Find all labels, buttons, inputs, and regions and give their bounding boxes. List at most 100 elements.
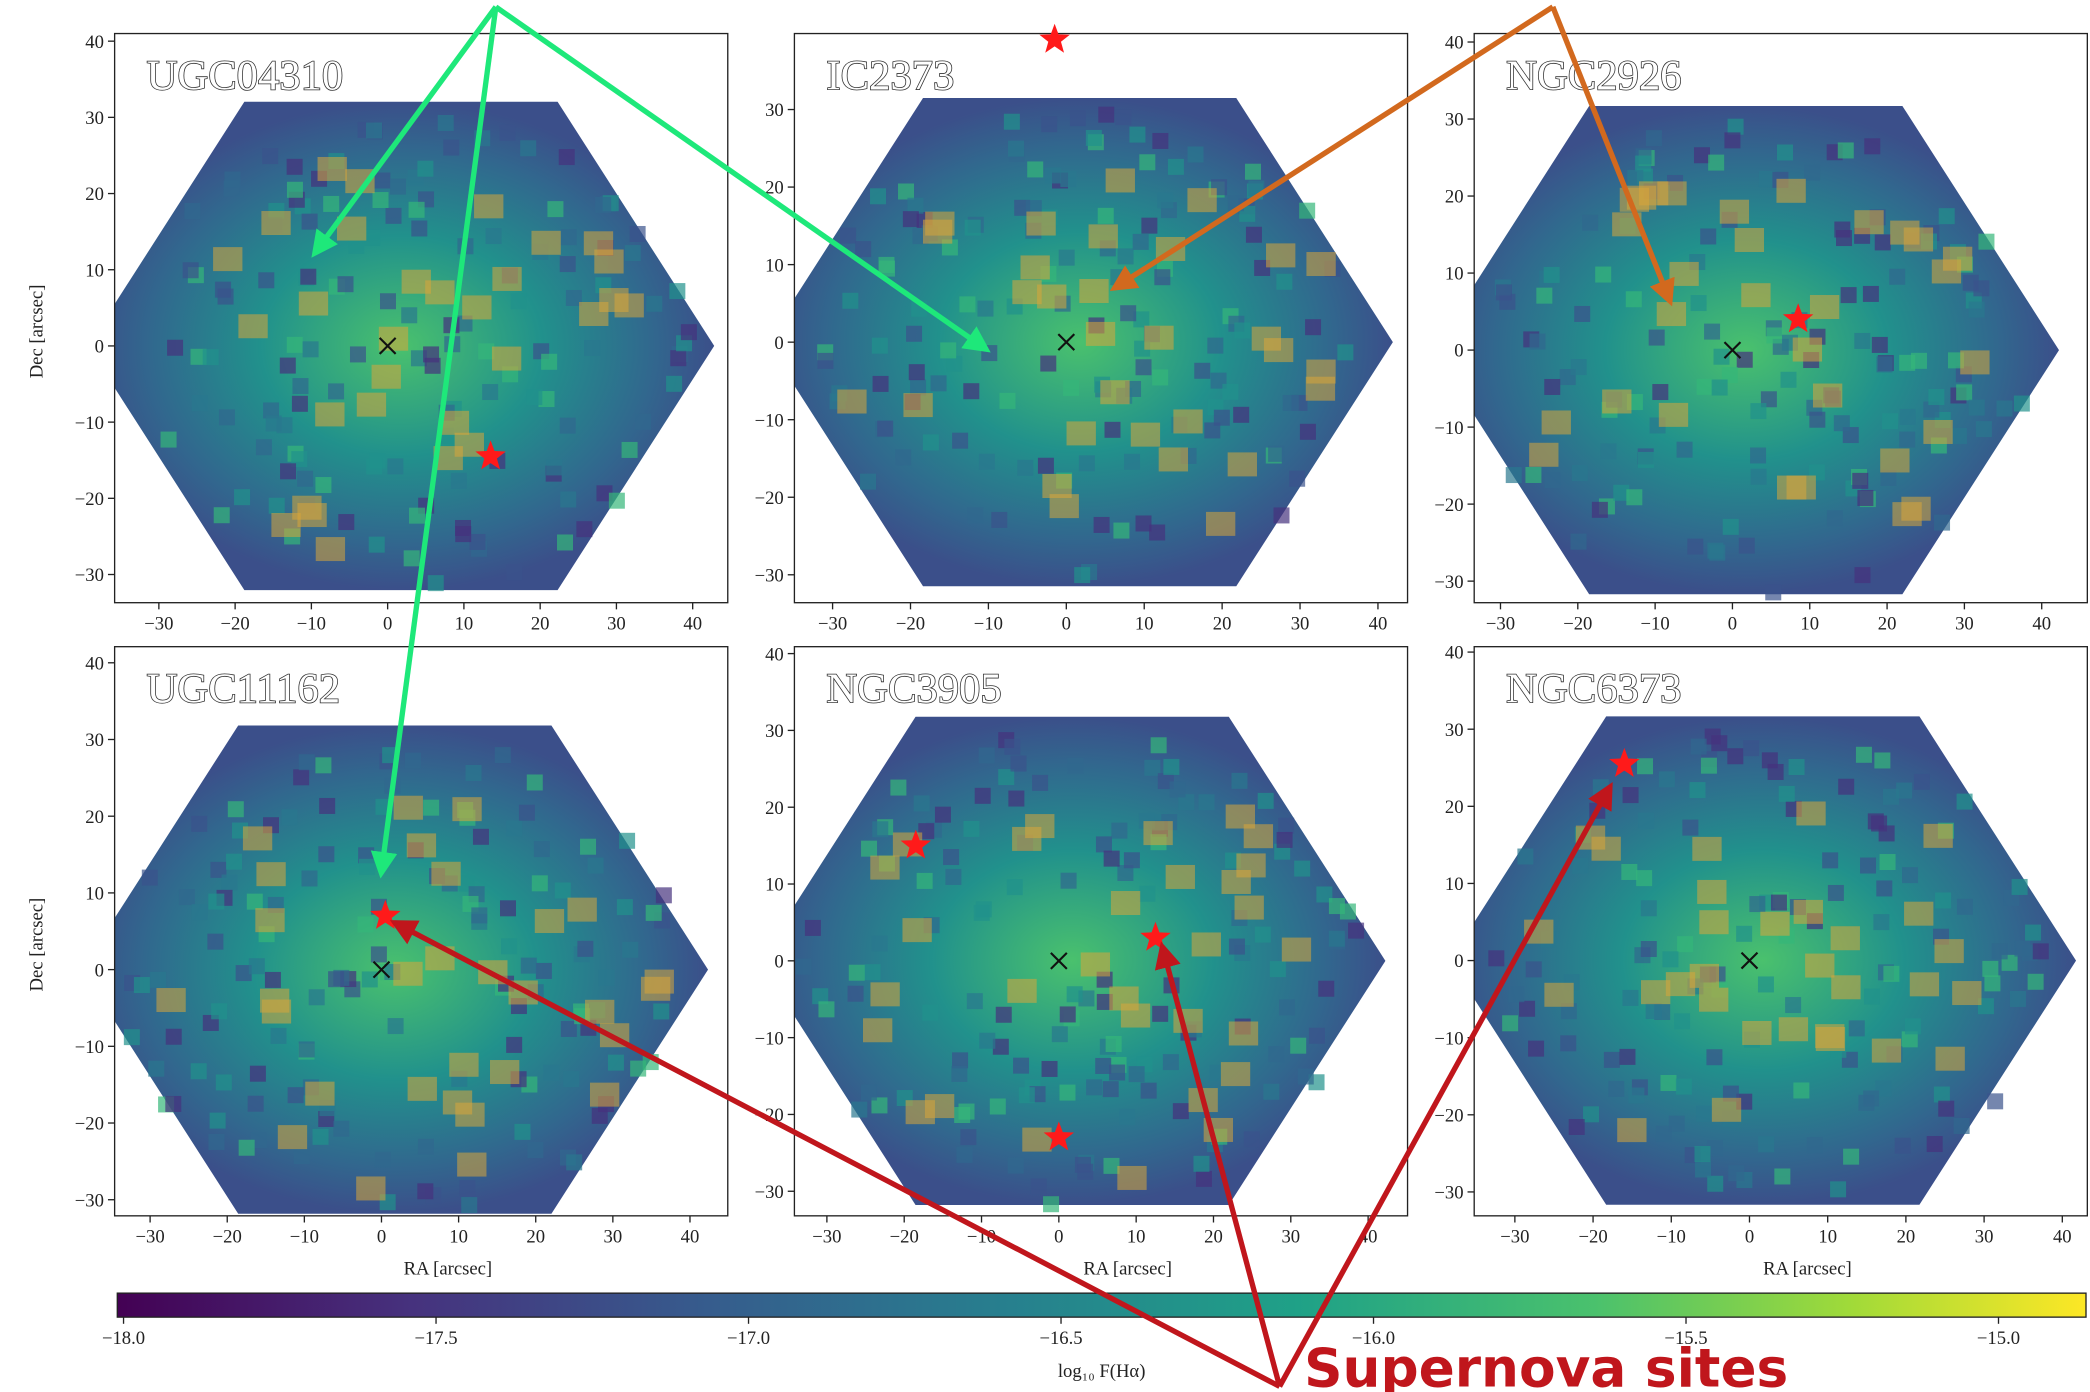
map-pixel: [1766, 327, 1782, 343]
map-pixel: [1789, 759, 1805, 775]
map-pixel: [506, 820, 522, 836]
map-pixel: [207, 934, 223, 950]
x-tick-label: −10: [1657, 1226, 1686, 1247]
map-pixel: [1768, 764, 1784, 780]
map-region: [407, 833, 436, 857]
map-pixel: [861, 841, 877, 857]
map: [88, 102, 714, 591]
x-tick-label: 0: [377, 1226, 386, 1247]
map-pixel: [1095, 1058, 1111, 1074]
map-region: [449, 1053, 478, 1077]
map-pixel: [666, 376, 682, 392]
map-pixel: [1902, 867, 1918, 883]
map-pixel: [977, 301, 993, 317]
map-pixel: [221, 875, 237, 891]
x-tick-label: 20: [1878, 613, 1897, 634]
map-pixel: [1863, 1090, 1879, 1106]
map-footprint: [1450, 716, 2076, 1204]
map-pixel: [1059, 1085, 1075, 1101]
map-pixel: [161, 432, 177, 448]
map-region: [299, 292, 328, 316]
colorbar: −18.0−17.5−17.0−16.5−16.0−15.5−15.0log₁₀…: [102, 1293, 2086, 1382]
map-pixel: [1856, 747, 1872, 763]
map-region: [1086, 322, 1115, 346]
map-pixel: [514, 1124, 530, 1140]
map-pixel: [1689, 782, 1705, 798]
map-pixel: [1743, 740, 1759, 756]
map-pixel: [917, 873, 933, 889]
map-pixel: [1045, 167, 1061, 183]
map-pixel: [979, 454, 995, 470]
map-pixel: [1074, 567, 1090, 583]
x-tick-label: 10: [449, 1226, 468, 1247]
map-region: [1042, 474, 1071, 498]
x-tick-label: 0: [383, 613, 392, 634]
map-region: [1779, 1017, 1808, 1041]
map-pixel: [532, 875, 548, 891]
map-pixel: [423, 346, 439, 362]
map-pixel: [935, 807, 951, 823]
map-pixel: [1052, 1026, 1068, 1042]
map-pixel: [1695, 1161, 1711, 1177]
map-pixel: [486, 228, 502, 244]
map-region: [474, 194, 503, 218]
map-pixel: [1572, 858, 1588, 874]
map-pixel: [1677, 442, 1693, 458]
map-region: [1007, 979, 1036, 1003]
map-pixel: [1621, 864, 1637, 880]
x-tick-label: 40: [1369, 613, 1388, 634]
x-tick-label: 40: [683, 613, 702, 634]
map-pixel: [1152, 369, 1168, 385]
map-pixel: [1508, 986, 1524, 1002]
map-pixel: [148, 1061, 164, 1077]
map-pixel: [1822, 852, 1838, 868]
map-pixel: [965, 220, 981, 236]
x-tick-label: −10: [290, 1226, 319, 1247]
map-pixel: [1094, 517, 1110, 533]
map-pixel: [1004, 114, 1020, 130]
panel: −30−20−10010203040−30−20−10010203040NGC6…: [1434, 643, 2087, 1280]
map-pixel: [1694, 1146, 1710, 1162]
map-pixel: [1194, 363, 1210, 379]
map-pixel: [214, 507, 230, 523]
panel-title: UGC04310: [147, 53, 344, 100]
map: [759, 717, 1385, 1213]
map-pixel: [338, 276, 354, 292]
map-pixel: [521, 958, 537, 974]
map-pixel: [428, 575, 444, 591]
map-region: [1100, 380, 1129, 404]
map-pixel: [1875, 234, 1891, 250]
map-pixel: [364, 230, 380, 246]
map-pixel: [297, 471, 313, 487]
map-pixel: [1017, 460, 1033, 476]
map-pixel: [411, 220, 427, 236]
map-pixel: [1707, 543, 1723, 559]
map-pixel: [366, 458, 382, 474]
map-region: [870, 982, 899, 1006]
x-tick-label: 10: [1127, 1226, 1146, 1247]
map-region: [1935, 1047, 1964, 1071]
map-pixel: [588, 858, 604, 874]
map-region: [1934, 939, 1963, 963]
map-pixel: [250, 1066, 266, 1082]
map-pixel: [1696, 1106, 1712, 1122]
map-region: [584, 231, 613, 255]
map-pixel: [1779, 786, 1795, 802]
map-pixel: [1104, 851, 1120, 867]
map-pixel: [299, 1041, 315, 1057]
x-tick-label: −30: [818, 613, 847, 634]
map-pixel: [418, 1139, 434, 1155]
map-pixel: [478, 343, 494, 359]
map-pixel: [1582, 215, 1598, 231]
map-pixel: [635, 414, 651, 430]
map-pixel: [1951, 428, 1967, 444]
map-pixel: [1196, 1171, 1212, 1187]
map-region: [462, 295, 491, 319]
map-pixel: [1136, 359, 1152, 375]
map-pixel: [1864, 989, 1880, 1005]
map-pixel: [873, 376, 889, 392]
map-pixel: [124, 1029, 140, 1045]
map-pixel: [1905, 1018, 1921, 1034]
map-region: [1187, 188, 1216, 212]
map-pixel: [1007, 879, 1023, 895]
